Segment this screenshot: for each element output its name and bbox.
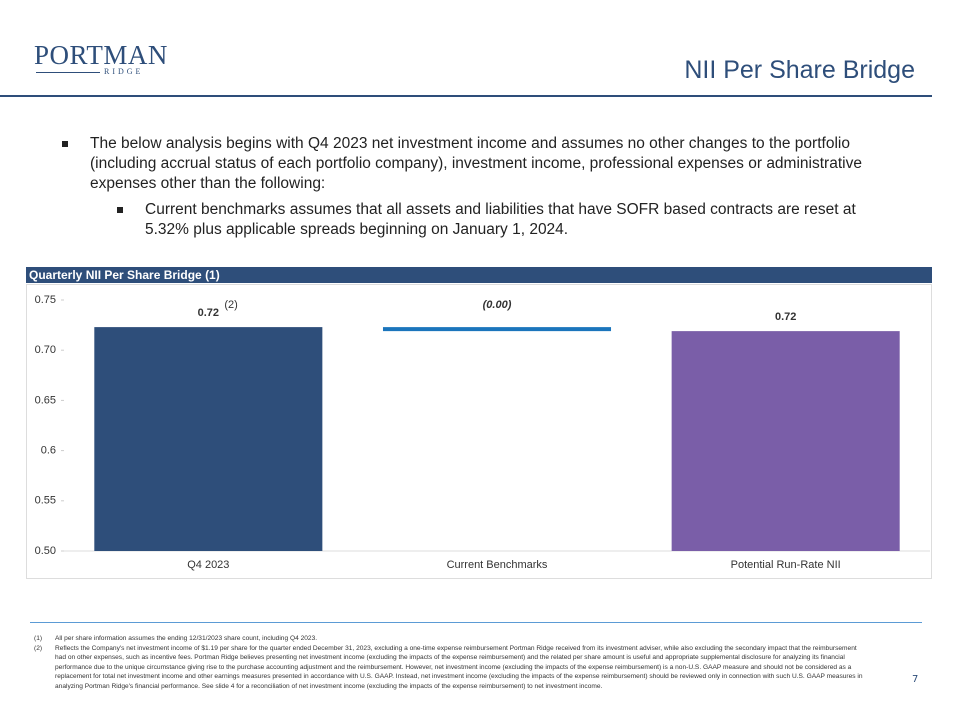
x-tick-label: Current Benchmarks	[447, 559, 548, 571]
y-tick-label: 0.70	[35, 344, 56, 356]
sub-bullet: Current benchmarks assumes that all asse…	[117, 200, 862, 240]
logo-sub: RIDGE	[104, 67, 144, 76]
chart-panel-title: Quarterly NII Per Share Bridge (1)	[26, 267, 932, 283]
footnote-marker: (1)	[34, 635, 43, 642]
page-number: 7	[912, 674, 919, 685]
chart-frame	[26, 284, 932, 579]
header-rule	[0, 95, 932, 97]
y-tick-label: 0.75	[35, 294, 56, 306]
footnote-text: Reflects the Company's net investment in…	[55, 644, 863, 690]
bullet: The below analysis begins with Q4 2023 n…	[62, 134, 862, 194]
value-label: 0.72	[775, 311, 796, 323]
value-label-note: (2)	[224, 299, 237, 311]
x-tick-label: Q4 2023	[187, 559, 229, 571]
value-label: 0.72	[198, 307, 219, 319]
y-tick-label: 0.50	[35, 545, 56, 557]
footer-rule	[30, 622, 922, 623]
x-tick-label: Potential Run-Rate NII	[731, 559, 841, 571]
footnote: (2) Reflects the Company's net investment…	[34, 644, 864, 692]
footnote-marker: (2)	[34, 644, 43, 652]
logo-rule	[36, 72, 100, 73]
value-label: (0.00)	[483, 299, 512, 311]
footnote-text: All per share information assumes the en…	[55, 635, 318, 642]
slide-title: NII Per Share Bridge	[684, 56, 915, 84]
footnote: (1) All per share information assumes the…	[34, 634, 864, 644]
y-tick-label: 0.55	[35, 495, 56, 507]
bar	[382, 327, 612, 332]
footnotes: (1) All per share information assumes the…	[34, 634, 864, 691]
bar	[94, 327, 323, 551]
logo-main: PORTMAN	[34, 40, 168, 70]
bar	[671, 331, 900, 551]
y-tick-label: 0.6	[41, 445, 56, 457]
bullets: The below analysis begins with Q4 2023 n…	[62, 134, 862, 240]
chart: 0.50 0.55 0.6 0.65 0.70 0.75 Q4 2023 0.72 (2) Cur…	[26, 284, 932, 579]
y-tick-label: 0.65	[35, 394, 56, 406]
